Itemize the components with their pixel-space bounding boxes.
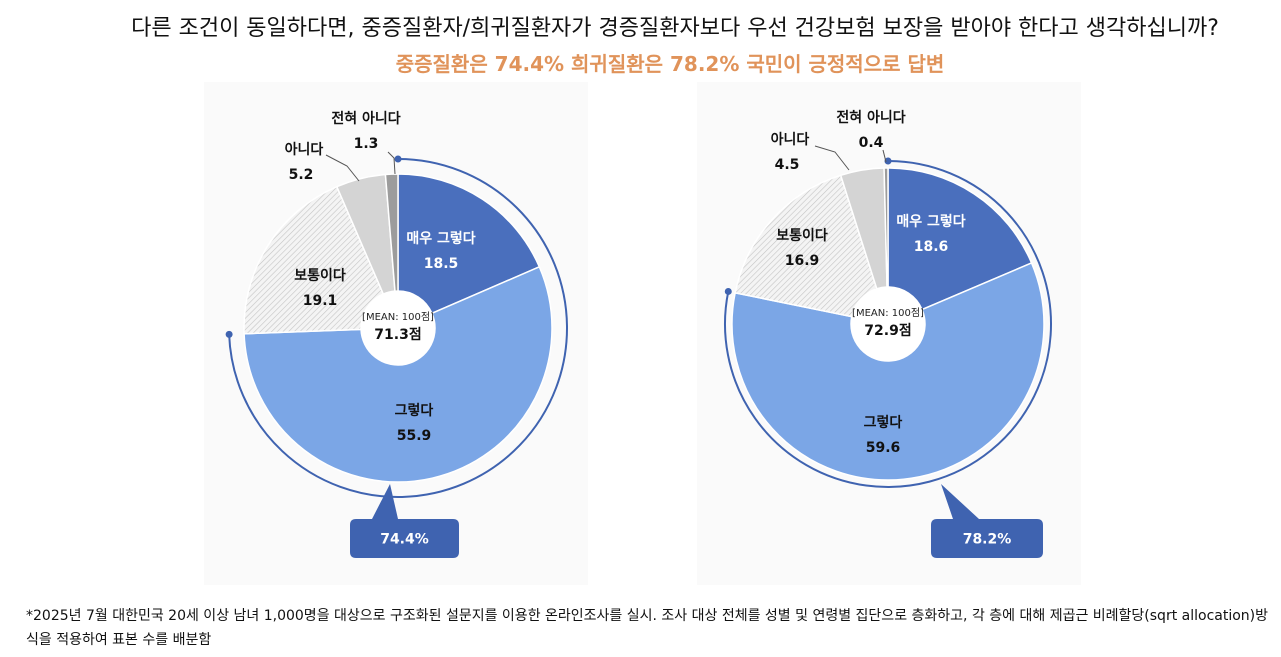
donut-panel-severe: [MEAN: 100점] 71.3점 매우 그렇다 18.5 그렇다 55.9 보통이다 19… xyxy=(204,82,588,585)
slice-보통이다 xyxy=(734,174,878,318)
donut-center xyxy=(361,291,435,365)
slice-value-전혀-아니다: 1.3 xyxy=(354,136,379,152)
donut-chart-severe: [MEAN: 100점] 71.3점 매우 그렇다 18.5 그렇다 55.9 보통이다 19… xyxy=(225,110,568,558)
leader-전혀-아니다 xyxy=(882,149,887,163)
slice-label-아니다: 아니다 xyxy=(771,131,810,148)
slice-value-그렇다: 59.6 xyxy=(866,440,901,456)
arc-start-dot xyxy=(884,157,892,165)
arc-end-dot xyxy=(225,330,233,338)
slice-label-전혀-아니다: 전혀 아니다 xyxy=(836,109,905,126)
footnote: *2025년 7월 대한민국 20세 이상 남녀 1,000명을 대상으로 구조… xyxy=(26,608,1268,648)
slice-value-아니다: 4.5 xyxy=(775,157,800,173)
center-label: [MEAN: 100점] xyxy=(852,307,924,319)
chart-title: 다른 조건이 동일하다면, 중증질환자/희귀질환자가 경증질환자보다 우선 건강… xyxy=(131,16,1219,41)
slice-label-매우-그렇다: 매우 그렇다 xyxy=(896,214,965,230)
positive-total-value: 78.2% xyxy=(963,532,1012,548)
slice-label-보통이다: 보통이다 xyxy=(294,267,346,284)
slice-value-전혀-아니다: 0.4 xyxy=(859,135,884,151)
center-value: 72.9점 xyxy=(864,322,911,339)
center-label: [MEAN: 100점] xyxy=(362,311,434,323)
leader-아니다 xyxy=(814,145,850,171)
slice-value-매우-그렇다: 18.5 xyxy=(424,256,459,272)
slice-value-아니다: 5.2 xyxy=(289,167,314,183)
positive-range-arc xyxy=(724,160,1052,488)
leader-아니다 xyxy=(325,154,360,182)
donut-panel-rare: [MEAN: 100점] 72.9점 매우 그렇다 18.6 그렇다 59.6 보통이다 16… xyxy=(697,82,1081,585)
slice-value-그렇다: 55.9 xyxy=(397,428,432,444)
positive-total-callout xyxy=(350,484,459,558)
positive-total-value: 74.4% xyxy=(380,532,429,548)
slice-label-전혀-아니다: 전혀 아니다 xyxy=(331,110,400,127)
slice-label-보통이다: 보통이다 xyxy=(776,227,828,244)
arc-end-dot xyxy=(724,287,732,295)
arc-start-dot xyxy=(394,155,402,163)
donut-center xyxy=(851,287,925,361)
slice-label-아니다: 아니다 xyxy=(285,141,324,158)
donut-chart-rare: [MEAN: 100점] 72.9점 매우 그렇다 18.6 그렇다 59.6 보통이다 16… xyxy=(724,109,1052,558)
slice-label-매우-그렇다: 매우 그렇다 xyxy=(406,231,475,247)
center-value: 71.3점 xyxy=(374,326,421,343)
chart-subtitle: 중증질환은 74.4% 희귀질환은 78.2% 국민이 긍정적으로 답변 xyxy=(395,52,945,76)
slice-label-그렇다: 그렇다 xyxy=(395,403,434,419)
slice-value-매우-그렇다: 18.6 xyxy=(914,239,949,255)
slice-value-보통이다: 16.9 xyxy=(785,253,820,269)
leader-전혀-아니다 xyxy=(387,151,396,175)
slice-value-보통이다: 19.1 xyxy=(303,293,338,309)
slice-label-그렇다: 그렇다 xyxy=(864,415,903,431)
positive-total-callout xyxy=(931,484,1043,558)
positive-range-arc xyxy=(228,158,568,498)
